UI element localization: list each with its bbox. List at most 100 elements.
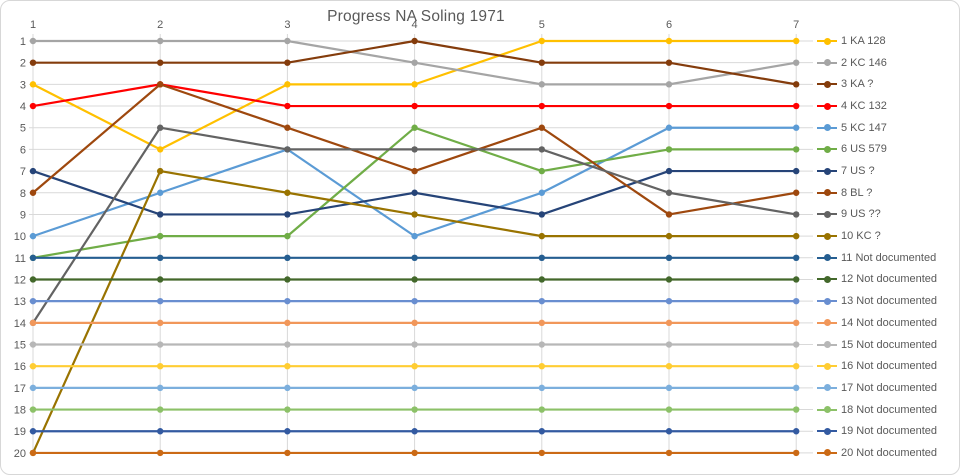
legend-item: 9 US ?? bbox=[817, 204, 881, 224]
legend-label: 1 KA 128 bbox=[841, 35, 886, 47]
legend-item: 17 Not documented bbox=[817, 378, 937, 398]
data-point-marker bbox=[157, 232, 164, 240]
data-point-marker bbox=[665, 167, 673, 175]
data-point-marker bbox=[411, 81, 418, 88]
data-point-marker bbox=[29, 297, 37, 305]
data-point-marker bbox=[793, 59, 800, 66]
data-point-marker bbox=[29, 59, 37, 66]
legend-item: 2 KC 146 bbox=[817, 53, 887, 73]
legend-line-marker-icon bbox=[817, 31, 837, 51]
legend-line-marker-icon bbox=[817, 421, 837, 441]
legend-line-marker-icon bbox=[817, 443, 837, 463]
data-point-marker bbox=[411, 384, 418, 392]
data-point-marker bbox=[284, 59, 291, 66]
x-tick-label: 6 bbox=[666, 19, 672, 31]
data-point-marker bbox=[538, 211, 545, 218]
legend-label: 9 US ?? bbox=[841, 208, 881, 221]
legend-line-marker-icon bbox=[817, 400, 837, 420]
data-point-marker bbox=[29, 449, 37, 457]
data-point-marker bbox=[538, 189, 545, 196]
data-point-marker bbox=[284, 124, 291, 131]
data-point-marker bbox=[29, 363, 37, 370]
legend-item: 15 Not documented bbox=[817, 335, 937, 355]
legend-line-marker-icon bbox=[817, 96, 837, 116]
data-point-marker bbox=[793, 341, 800, 348]
legend-line-marker-icon bbox=[817, 356, 837, 376]
legend-line-marker-icon bbox=[817, 74, 837, 94]
data-point-marker bbox=[665, 363, 673, 370]
data-point-marker bbox=[284, 254, 291, 261]
y-tick-label: 12 bbox=[14, 274, 26, 286]
legend-item: 19 Not documented bbox=[817, 421, 937, 441]
data-point-marker bbox=[538, 146, 545, 153]
data-point-marker bbox=[665, 276, 673, 283]
data-point-marker bbox=[793, 211, 800, 218]
data-point-marker bbox=[29, 37, 37, 45]
data-point-marker bbox=[284, 319, 291, 327]
data-point-marker bbox=[665, 341, 673, 348]
data-point-marker bbox=[538, 167, 545, 175]
data-point-marker bbox=[538, 319, 545, 327]
legend-line-marker-icon bbox=[817, 248, 837, 268]
data-point-marker bbox=[411, 276, 418, 283]
data-point-marker bbox=[538, 59, 545, 66]
data-point-marker bbox=[665, 102, 673, 110]
data-point-marker bbox=[29, 254, 37, 261]
data-point-marker bbox=[284, 341, 291, 348]
legend-label: 6 US 579 bbox=[841, 143, 887, 156]
legend-label: 8 BL ? bbox=[841, 186, 873, 199]
data-point-marker bbox=[284, 449, 291, 457]
legend-item: 6 US 579 bbox=[817, 139, 887, 159]
data-point-marker bbox=[411, 232, 418, 240]
y-tick-label: 4 bbox=[20, 101, 26, 113]
data-point-marker bbox=[793, 146, 800, 153]
data-point-marker bbox=[157, 124, 164, 131]
legend-line-marker-icon bbox=[817, 291, 837, 311]
data-point-marker bbox=[411, 167, 418, 175]
y-tick-label: 14 bbox=[14, 318, 26, 330]
data-point-marker bbox=[29, 167, 37, 175]
y-tick-label: 5 bbox=[20, 123, 26, 135]
legend-line-marker-icon bbox=[817, 313, 837, 333]
x-tick-label: 7 bbox=[793, 19, 799, 31]
legend-line-marker-icon bbox=[817, 226, 837, 246]
data-point-marker bbox=[665, 37, 673, 45]
data-point-marker bbox=[29, 232, 37, 240]
legend-item: 16 Not documented bbox=[817, 356, 937, 376]
data-point-marker bbox=[538, 254, 545, 261]
legend-item: 14 Not documented bbox=[817, 313, 937, 333]
data-point-marker bbox=[665, 146, 673, 153]
legend-item: 18 Not documented bbox=[817, 400, 937, 420]
data-point-marker bbox=[157, 146, 164, 153]
data-point-marker bbox=[538, 37, 545, 45]
legend-line-marker-icon bbox=[817, 118, 837, 138]
data-point-marker bbox=[157, 211, 164, 218]
data-point-marker bbox=[538, 297, 545, 305]
data-point-marker bbox=[665, 449, 673, 457]
data-point-marker bbox=[411, 363, 418, 370]
legend-label: 20 Not documented bbox=[841, 446, 938, 459]
legend-line-marker-icon bbox=[817, 161, 837, 181]
y-tick-label: 20 bbox=[14, 448, 26, 460]
data-point-marker bbox=[665, 297, 673, 305]
data-point-marker bbox=[284, 384, 291, 392]
legend-line-marker-icon bbox=[817, 53, 837, 73]
legend-line-marker-icon bbox=[817, 335, 837, 355]
data-point-marker bbox=[411, 102, 418, 110]
data-point-marker bbox=[284, 146, 291, 153]
data-point-marker bbox=[411, 319, 418, 327]
data-point-marker bbox=[284, 428, 291, 435]
data-point-marker bbox=[665, 232, 673, 240]
data-point-marker bbox=[665, 81, 673, 88]
x-tick-label: 1 bbox=[30, 19, 36, 31]
data-point-marker bbox=[665, 211, 673, 218]
data-point-marker bbox=[157, 449, 164, 457]
legend-label: 11 Not documented bbox=[841, 251, 937, 264]
data-point-marker bbox=[793, 254, 800, 261]
data-point-marker bbox=[793, 319, 800, 327]
y-tick-label: 11 bbox=[15, 253, 26, 265]
data-point-marker bbox=[793, 81, 800, 88]
data-point-marker bbox=[411, 37, 418, 45]
data-point-marker bbox=[29, 319, 37, 327]
